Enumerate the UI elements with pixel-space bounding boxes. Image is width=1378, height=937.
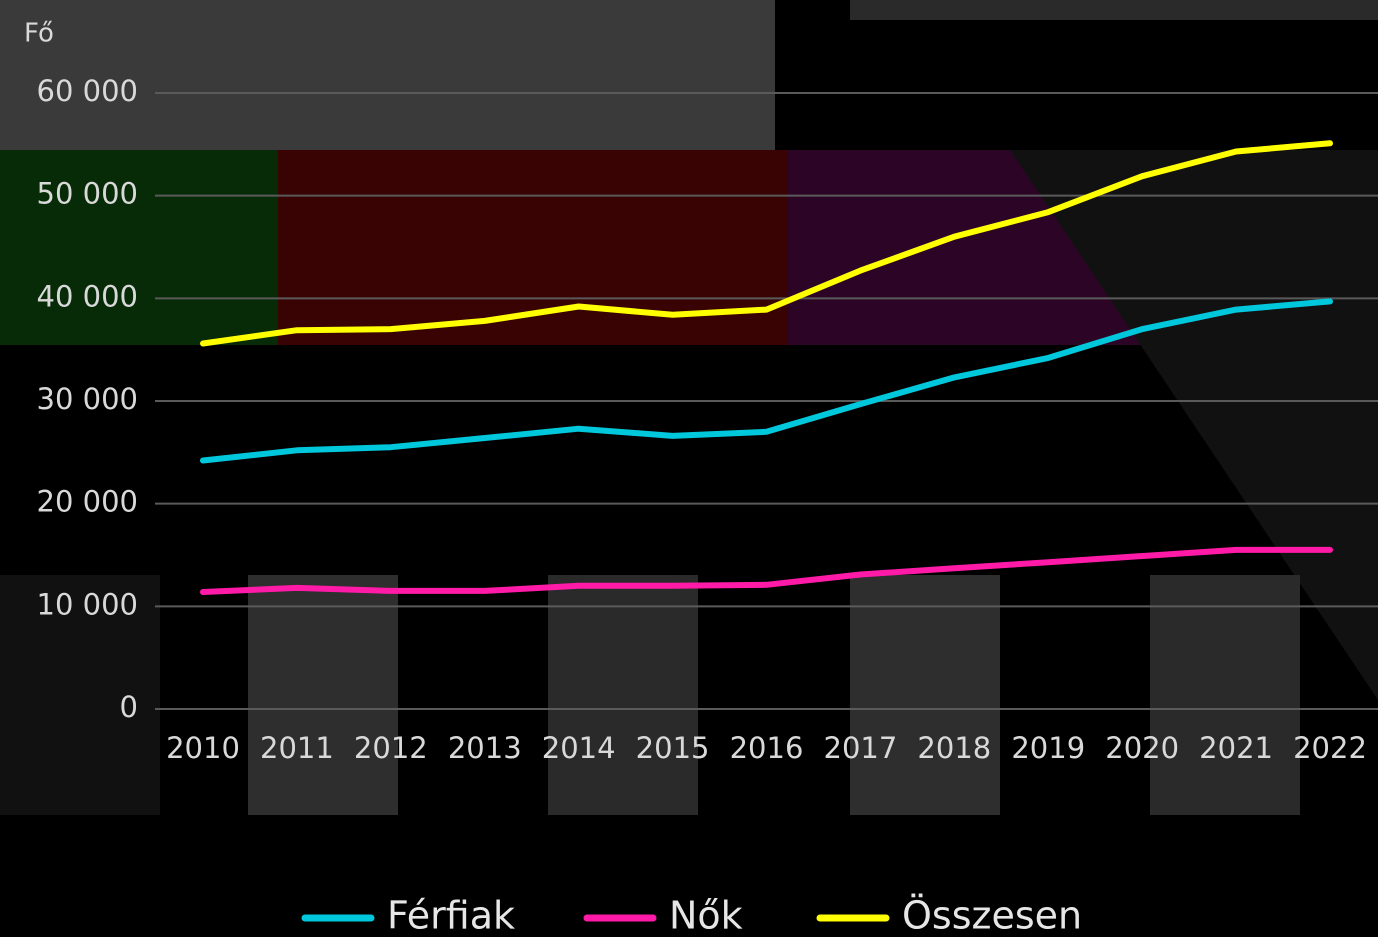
y-tick-label: 20 000 xyxy=(37,485,138,519)
x-tick-label: 2013 xyxy=(448,731,522,765)
x-tick-label: 2018 xyxy=(917,731,991,765)
x-tick-label: 2022 xyxy=(1293,731,1367,765)
x-tick-label: 2014 xyxy=(542,731,616,765)
x-tick-label: 2019 xyxy=(1011,731,1085,765)
y-tick-label: 10 000 xyxy=(37,587,138,621)
background xyxy=(0,0,1378,937)
y-axis-label: Fő xyxy=(24,19,54,49)
x-tick-label: 2017 xyxy=(824,731,898,765)
y-tick-label: 40 000 xyxy=(37,279,138,313)
x-tick-label: 2021 xyxy=(1199,731,1273,765)
x-tick-label: 2010 xyxy=(166,731,240,765)
x-tick-label: 2020 xyxy=(1105,731,1179,765)
x-tick-label: 2012 xyxy=(354,731,428,765)
x-tick-label: 2015 xyxy=(636,731,710,765)
x-tick-label: 2016 xyxy=(730,731,804,765)
y-tick-label: 30 000 xyxy=(37,382,138,416)
chart: Fő 0 10 000 20 000 30 000 40 000 50 000 60 000… xyxy=(0,0,1378,937)
legend-label: Nők xyxy=(669,894,743,937)
y-tick-label: 0 xyxy=(120,690,138,724)
x-tick-label: 2011 xyxy=(260,731,334,765)
y-tick-label: 50 000 xyxy=(37,177,138,211)
legend-label: Férfiak xyxy=(387,894,515,937)
y-tick-label: 60 000 xyxy=(37,74,138,108)
legend-label: Összesen xyxy=(902,894,1082,937)
